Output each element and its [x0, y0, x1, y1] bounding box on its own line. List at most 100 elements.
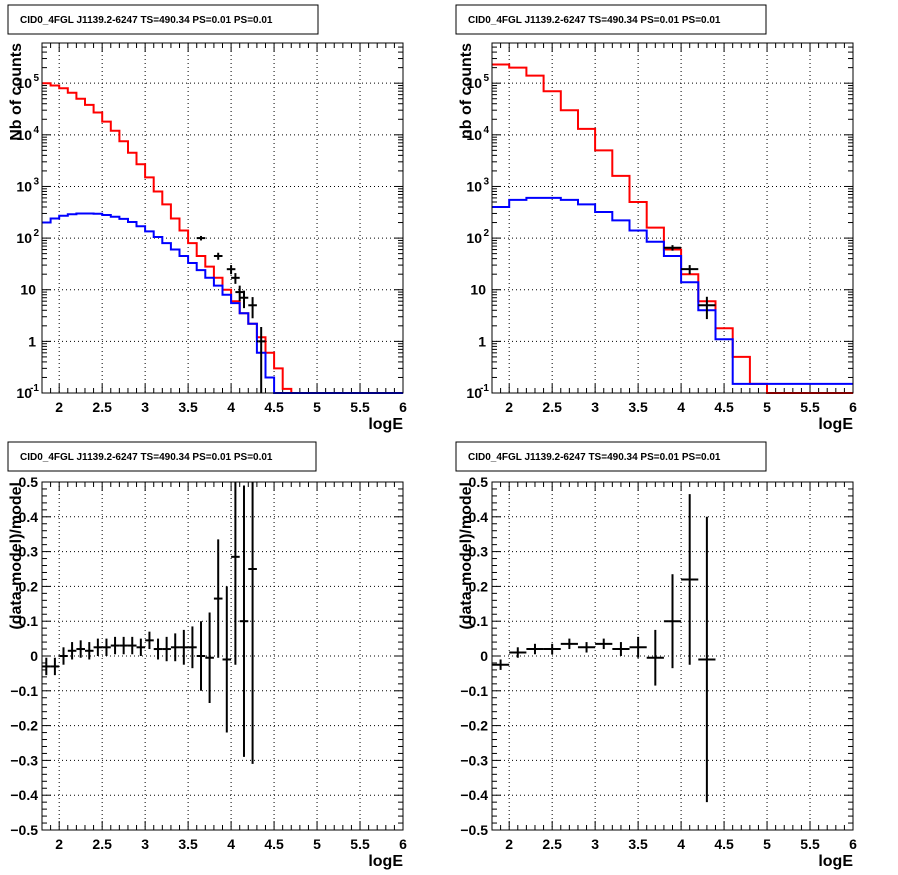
- y-tick-label: −0.1: [460, 683, 488, 699]
- y-tick-label: 0.5: [19, 474, 39, 490]
- model-source-line: [492, 196, 853, 385]
- y-axis-label: Nb of counts: [8, 43, 25, 141]
- y-tick-exponent: 4: [33, 125, 39, 136]
- x-tick-label: 5: [313, 836, 321, 852]
- y-axis-label: (data-model)/model: [458, 482, 475, 630]
- x-tick-label: 6: [849, 836, 857, 852]
- x-tick-label: 6: [849, 399, 857, 415]
- y-tick-label: 10: [466, 230, 482, 246]
- y-tick-exponent: 2: [33, 228, 39, 239]
- y-tick-label: 10: [16, 230, 32, 246]
- y-tick-label: −0.3: [460, 752, 488, 768]
- x-tick-label: 4.5: [264, 399, 284, 415]
- x-tick-label: 5: [313, 399, 321, 415]
- y-tick-label: −0.1: [10, 683, 38, 699]
- y-tick-label: 10: [466, 75, 482, 91]
- model-source-line: [42, 212, 403, 394]
- y-tick-exponent: 5: [33, 73, 39, 84]
- y-tick-label: 0.3: [469, 544, 489, 560]
- y-tick-exponent: 3: [483, 176, 489, 187]
- chart-panel-bottom-right: CID0_4FGL J1139.2-6247 TS=490.34 PS=0.01…: [455, 441, 857, 870]
- x-tick-label: 5: [763, 399, 771, 415]
- plot-frame: [491, 481, 854, 831]
- y-tick-label: 10: [466, 178, 482, 194]
- y-tick-label: 0.3: [19, 544, 39, 560]
- y-tick-label: 0.4: [19, 509, 39, 525]
- x-tick-label: 4: [227, 836, 235, 852]
- x-tick-label: 2: [505, 399, 513, 415]
- y-tick-exponent: 2: [483, 228, 489, 239]
- x-tick-label: 4: [677, 836, 685, 852]
- y-tick-label: 10: [470, 282, 486, 298]
- y-tick-label: 10: [466, 127, 482, 143]
- x-tick-label: 4.5: [264, 836, 284, 852]
- x-tick-label: 2: [505, 836, 513, 852]
- y-tick-label: 0: [30, 648, 38, 664]
- x-tick-label: 2.5: [542, 399, 562, 415]
- y-tick-label: −0.2: [460, 718, 488, 734]
- model-total-line: [42, 82, 403, 394]
- y-tick-label: −0.4: [10, 787, 38, 803]
- x-tick-label: 4.5: [714, 399, 734, 415]
- x-tick-label: 2.5: [92, 836, 112, 852]
- x-tick-label: 5.5: [800, 836, 820, 852]
- x-axis-label: logE: [368, 853, 403, 870]
- y-tick-label: 0.1: [469, 613, 489, 629]
- x-tick-label: 6: [399, 399, 407, 415]
- x-tick-label: 3.5: [178, 836, 198, 852]
- y-tick-exponent: -1: [480, 383, 489, 394]
- x-tick-label: 5: [763, 836, 771, 852]
- chart-title: CID0_4FGL J1139.2-6247 TS=490.34 PS=0.01…: [20, 15, 273, 26]
- title-box: [7, 441, 317, 472]
- y-tick-label: 1: [28, 333, 36, 349]
- plot-frame: [41, 42, 404, 394]
- x-tick-label: 2: [55, 399, 63, 415]
- x-tick-label: 3.5: [178, 399, 198, 415]
- y-tick-exponent: 3: [33, 176, 39, 187]
- y-tick-label: 10: [20, 282, 36, 298]
- y-tick-label: −0.4: [460, 787, 488, 803]
- y-axis-label: nb of counts: [458, 43, 475, 139]
- chart-title: CID0_4FGL J1139.2-6247 TS=490.34 PS=0.01…: [468, 452, 721, 463]
- x-tick-label: 3.5: [628, 399, 648, 415]
- x-tick-label: 3: [591, 836, 599, 852]
- chart-title: CID0_4FGL J1139.2-6247 TS=490.34 PS=0.01…: [468, 15, 721, 26]
- title-box: [7, 4, 319, 35]
- x-tick-label: 3: [141, 399, 149, 415]
- model-total-line: [492, 63, 853, 394]
- plot-frame: [491, 42, 854, 394]
- x-tick-label: 4: [227, 399, 235, 415]
- x-axis-label: logE: [818, 416, 853, 433]
- x-tick-label: 3: [141, 836, 149, 852]
- y-tick-label: 0.2: [19, 578, 39, 594]
- x-axis-label: logE: [818, 853, 853, 870]
- x-tick-label: 3: [591, 399, 599, 415]
- x-tick-label: 5.5: [800, 399, 820, 415]
- x-tick-label: 4.5: [714, 836, 734, 852]
- y-tick-exponent: 4: [483, 125, 489, 136]
- x-tick-label: 2.5: [92, 399, 112, 415]
- x-tick-label: 4: [677, 399, 685, 415]
- y-tick-label: 1: [478, 333, 486, 349]
- y-tick-label: 0.2: [469, 578, 489, 594]
- plot-frame: [41, 481, 404, 831]
- x-tick-label: 5.5: [350, 399, 370, 415]
- y-tick-label: 0: [480, 648, 488, 664]
- x-tick-label: 5.5: [350, 836, 370, 852]
- y-tick-exponent: -1: [30, 383, 39, 394]
- chart-panel-top-right: CID0_4FGL J1139.2-6247 TS=490.34 PS=0.01…: [455, 4, 857, 433]
- y-axis-label: (data-model)/model: [8, 482, 25, 630]
- x-tick-label: 6: [399, 836, 407, 852]
- y-tick-label: −0.3: [10, 752, 38, 768]
- y-tick-label: 10: [16, 127, 32, 143]
- y-tick-exponent: 5: [483, 73, 489, 84]
- y-tick-label: 10: [466, 385, 482, 401]
- x-axis-label: logE: [368, 416, 403, 433]
- x-tick-label: 2: [55, 836, 63, 852]
- x-tick-label: 3.5: [628, 836, 648, 852]
- y-tick-label: 10: [16, 385, 32, 401]
- y-tick-label: −0.5: [10, 822, 38, 838]
- y-tick-label: 10: [16, 178, 32, 194]
- y-tick-label: 0.1: [19, 613, 39, 629]
